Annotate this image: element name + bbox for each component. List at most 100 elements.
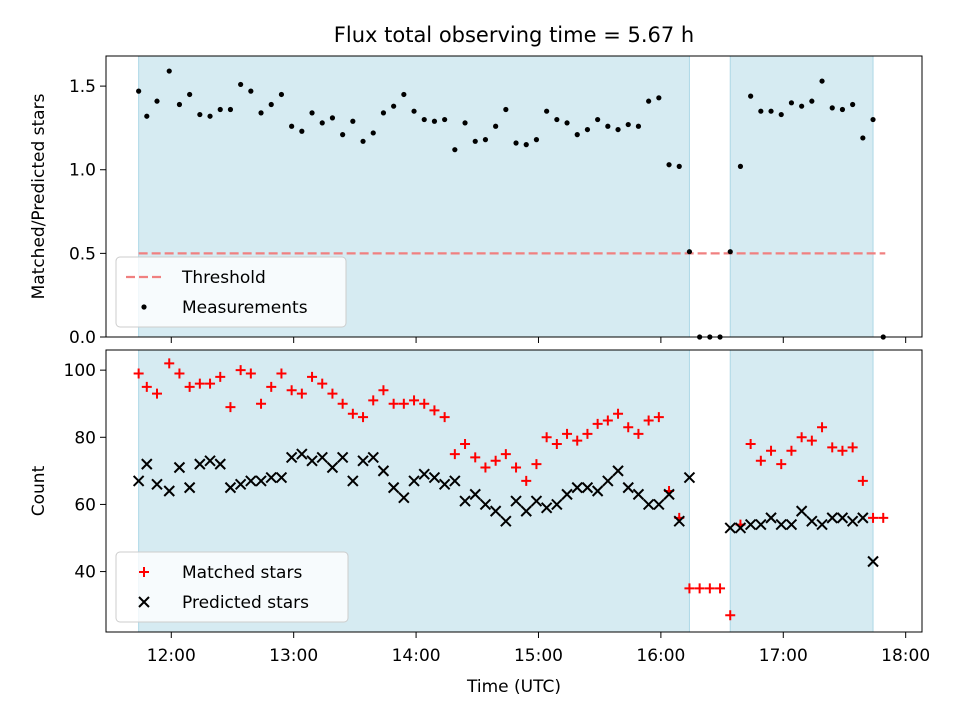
legend-matched-swatch — [139, 567, 149, 577]
y-axis-label: Count — [29, 465, 49, 516]
predicted-star-point — [551, 498, 563, 511]
predicted-star-point — [326, 461, 339, 474]
matched-star-point — [868, 512, 879, 523]
matched-star-point — [327, 388, 338, 399]
measurement-point — [340, 132, 346, 138]
predicted-star-point — [510, 495, 522, 507]
predicted-star-point — [561, 488, 573, 501]
measurement-point — [686, 249, 693, 255]
predicted-star-point — [214, 458, 226, 470]
legend-box — [115, 256, 347, 328]
measurement-point — [493, 123, 499, 129]
matched-star-point — [286, 385, 297, 396]
predicted-star-point — [194, 458, 206, 470]
measurement-point — [268, 101, 274, 108]
matched-star-point — [490, 455, 501, 466]
y-tick-label: 60 — [74, 495, 96, 515]
y-tick-label: 1.0 — [69, 161, 96, 181]
predicted-star-point — [459, 495, 471, 507]
matched-star-point — [827, 442, 838, 453]
matched-star-point — [409, 395, 420, 406]
matched-star-point — [194, 378, 205, 389]
predicted-star-point — [183, 481, 196, 494]
measurement-point — [238, 81, 244, 88]
predicted-star-point — [141, 458, 153, 470]
matched-star-point — [847, 442, 858, 453]
matched-star-point — [256, 398, 267, 409]
matched-star-point — [633, 428, 644, 439]
matched-star-point — [521, 475, 532, 486]
measurement-point — [748, 93, 754, 99]
predicted-star-point — [734, 522, 747, 534]
matched-star-point — [541, 432, 552, 443]
matched-star-point — [725, 610, 736, 621]
matched-star-point — [857, 475, 868, 486]
shaded-interval-1 — [729, 349, 874, 633]
x-tick-label: 16:00 — [636, 646, 685, 666]
predicted-star-point — [428, 471, 441, 484]
measurement-point — [615, 126, 621, 133]
matched-star-point — [276, 368, 287, 379]
matched-star-point — [715, 583, 726, 594]
measurement-point — [788, 100, 795, 106]
measurement-point — [819, 78, 825, 84]
predicted-star-point — [367, 451, 379, 464]
predicted-star-point — [265, 471, 277, 484]
predicted-star-point — [867, 555, 879, 568]
matched-star-point — [653, 412, 664, 423]
measurement-point — [778, 111, 784, 118]
matched-star-point — [245, 368, 256, 379]
measurement-point — [176, 101, 183, 108]
measurement-point — [421, 116, 427, 123]
predicted-star-point — [826, 512, 838, 524]
measurement-point — [564, 120, 570, 126]
predicted-star-point — [765, 512, 777, 524]
matched-star-point — [347, 408, 358, 419]
measurement-point — [166, 68, 172, 74]
matched-star-point — [602, 415, 613, 426]
predicted-star-point — [296, 448, 308, 460]
matched-star-point — [449, 449, 460, 460]
predicted-star-point — [285, 451, 298, 464]
y-tick-label: 0.5 — [69, 244, 96, 264]
predicted-star-point — [785, 518, 798, 531]
predicted-star-point — [224, 481, 237, 494]
predicted-star-point — [571, 481, 583, 494]
predicted-star-point — [132, 475, 145, 487]
measurement-point — [154, 98, 160, 104]
matched-star-point — [592, 418, 603, 429]
matched-star-point — [806, 435, 817, 446]
measurement-point — [452, 147, 458, 153]
predicted-star-point — [438, 478, 451, 490]
matched-star-point — [398, 398, 409, 409]
measurement-point — [523, 142, 529, 148]
predicted-star-point — [204, 455, 216, 467]
predicted-star-point — [724, 522, 736, 534]
measurement-point — [289, 123, 295, 129]
measurement-point — [666, 162, 672, 168]
measurement-point — [584, 126, 591, 133]
measurement-point — [391, 103, 397, 109]
matched-star-point — [215, 371, 226, 382]
predicted-star-point — [316, 451, 328, 464]
predicted-star-point — [663, 488, 675, 501]
matched-star-point — [704, 583, 715, 594]
matched-star-point — [755, 455, 766, 466]
measurement-point — [513, 140, 519, 146]
measurement-point — [533, 137, 540, 143]
count-panel: 40 60 80 100 12:00 13:00 14:00 15:00 16:00 17:00 1… — [29, 349, 930, 697]
legend-label: Threshold — [181, 268, 266, 288]
measurement-point — [144, 113, 150, 119]
measurement-point — [197, 111, 203, 118]
predicted-star-point — [418, 468, 430, 480]
matched-star-point — [776, 459, 787, 470]
predicted-star-point — [816, 518, 828, 531]
predicted-star-point — [469, 488, 481, 501]
predicted-star-point — [836, 512, 849, 524]
matched-star-point — [837, 445, 848, 456]
ratio-panel: 0.0 0.5 1.0 1.5 Matched/Predicted stars Thres… — [29, 55, 923, 348]
measurement-point — [187, 91, 193, 98]
measurement-point — [737, 163, 744, 169]
matched-star-point — [133, 368, 144, 379]
matched-star-point — [235, 365, 246, 376]
